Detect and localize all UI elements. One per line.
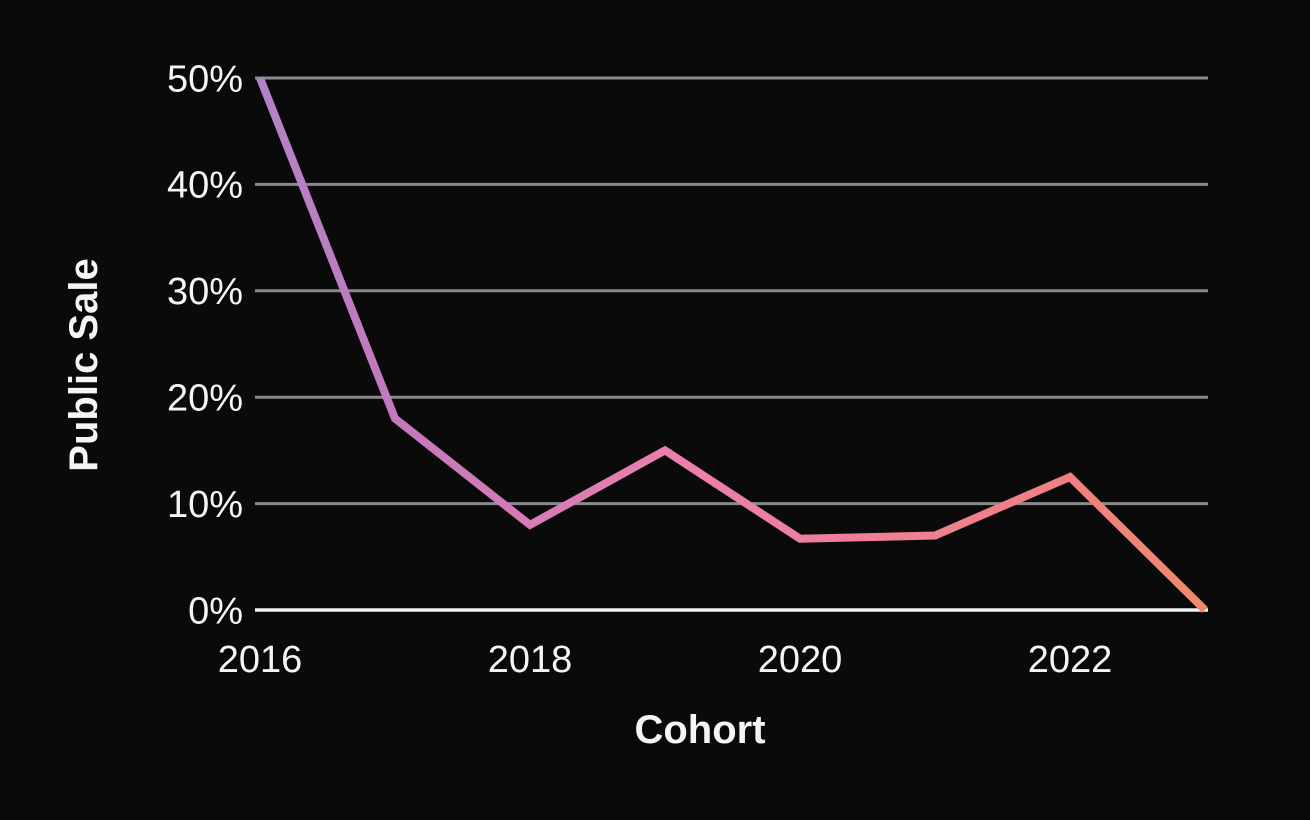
- gridlines: [255, 76, 1208, 612]
- y-axis-title: Public Sale: [62, 258, 106, 471]
- x-tick-label: 2016: [218, 639, 303, 681]
- x-axis-tick-labels: 2016 2018 2020 2022: [218, 639, 1113, 681]
- x-tick-label: 2020: [758, 639, 843, 681]
- x-tick-label: 2018: [488, 639, 573, 681]
- y-tick-label: 10%: [167, 484, 243, 526]
- data-line: [256, 76, 1208, 613]
- y-tick-label: 40%: [167, 165, 243, 207]
- x-axis-title: Cohort: [634, 708, 765, 752]
- y-tick-label: 0%: [188, 590, 243, 632]
- x-tick-label: 2022: [1028, 639, 1113, 681]
- data-series: [256, 76, 1208, 613]
- y-tick-label: 20%: [167, 378, 243, 420]
- y-tick-label: 30%: [167, 271, 243, 313]
- y-tick-label: 50%: [167, 58, 243, 100]
- y-axis-tick-labels: 0% 10% 20% 30% 40% 50%: [167, 58, 243, 632]
